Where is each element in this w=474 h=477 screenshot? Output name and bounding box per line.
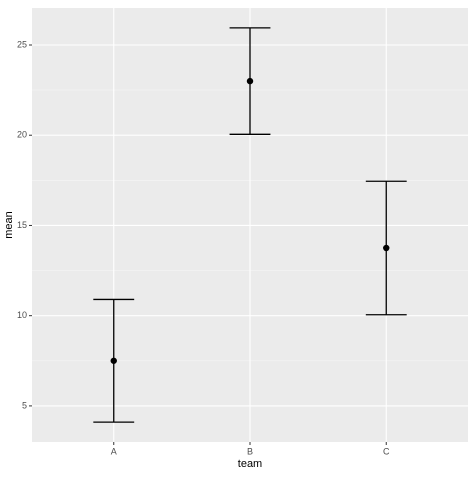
y-tick-label: 10 [17,310,27,320]
point [246,77,254,85]
x-tick-label: C [383,446,390,456]
y-tick-label: 25 [17,39,27,49]
point [110,357,117,364]
x-axis-label: team [238,458,262,470]
x-tick-label: B [247,446,253,456]
y-tick-label: 20 [17,130,27,140]
y-tick-label: 15 [17,220,27,230]
x-tick-label: A [111,446,117,456]
y-tick-label: 5 [22,400,27,410]
point [383,244,390,252]
y-axis-label: mean [3,211,15,239]
